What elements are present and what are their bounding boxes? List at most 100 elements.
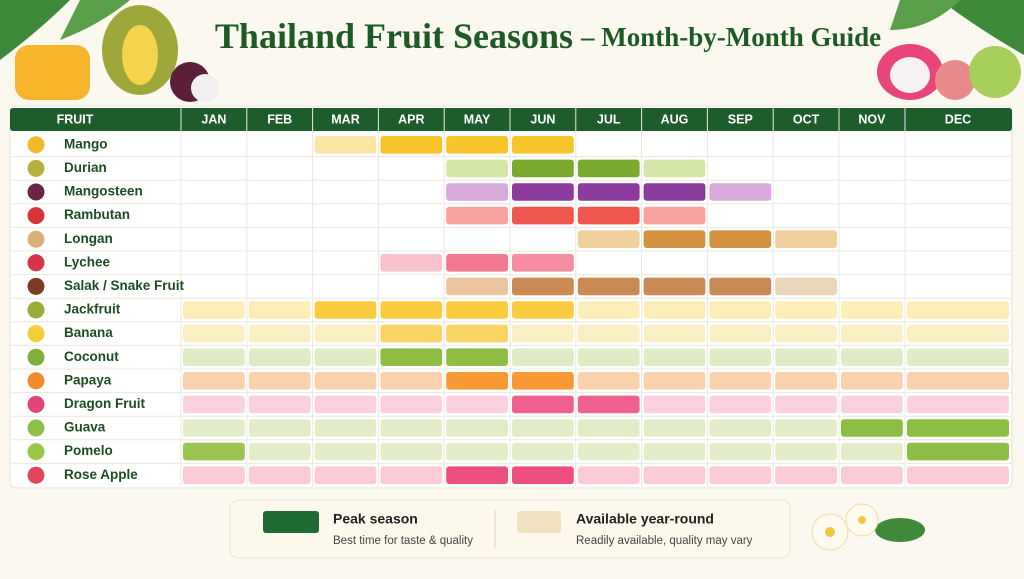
season-cell	[643, 159, 706, 178]
fruit-icon	[27, 325, 45, 343]
season-cell	[248, 419, 311, 437]
season-cell	[512, 372, 574, 390]
legend-label: Peak season	[333, 511, 418, 527]
season-cell	[841, 324, 903, 343]
season-cell	[775, 372, 837, 390]
season-cell	[446, 206, 508, 225]
season-cell	[577, 372, 640, 390]
season-cell	[446, 159, 508, 178]
season-cell	[512, 206, 574, 225]
header-month: SEP	[728, 112, 753, 126]
season-cell	[314, 301, 377, 319]
legend-label: Available year-round	[576, 511, 714, 527]
season-cell	[248, 372, 311, 390]
fruit-icon	[27, 230, 45, 248]
season-cell	[248, 301, 311, 319]
fruit-name: Coconut	[64, 349, 119, 364]
season-cell	[446, 183, 508, 201]
season-cell	[512, 159, 574, 178]
legend-box	[229, 499, 791, 559]
fruit-icon	[27, 443, 45, 461]
legend-note: Best time for taste & quality	[333, 535, 473, 547]
header-month: MAY	[464, 112, 491, 126]
season-cell	[183, 442, 245, 461]
header-month: JUL	[597, 112, 621, 126]
fruit-icon	[27, 207, 45, 225]
fruit-icon	[27, 136, 45, 154]
season-cell	[775, 230, 837, 248]
decoration-flowers	[811, 503, 925, 551]
season-cell	[643, 372, 706, 390]
season-cell	[907, 442, 1009, 461]
season-cell	[643, 395, 706, 414]
season-cell	[775, 442, 837, 461]
season-cell	[446, 372, 508, 390]
season-cell	[446, 466, 508, 484]
season-cell	[446, 254, 508, 272]
season-cell	[907, 372, 1009, 390]
legend-swatch	[263, 511, 319, 533]
season-cell	[643, 183, 706, 201]
title-suffix: – Month-by-Month Guide	[580, 22, 881, 52]
season-cell	[380, 301, 443, 319]
season-cell	[643, 442, 706, 461]
season-cell	[183, 324, 245, 343]
season-cell	[380, 324, 443, 343]
season-cell	[314, 348, 377, 366]
season-cell	[907, 301, 1009, 319]
season-cell	[907, 466, 1009, 484]
header-month: FEB	[267, 112, 292, 126]
header-row	[10, 108, 1012, 131]
header-fruit: FRUIT	[57, 112, 94, 126]
season-cell	[183, 395, 245, 414]
season-cell	[841, 301, 903, 319]
header-month: MAR	[331, 112, 359, 126]
season-cell	[577, 442, 640, 461]
season-cell	[183, 419, 245, 437]
fruit-icon	[27, 419, 45, 437]
fruit-icon	[27, 466, 45, 484]
season-cell	[643, 277, 706, 296]
season-cell	[775, 466, 837, 484]
season-cell	[380, 442, 443, 461]
season-cell	[577, 348, 640, 366]
legend-swatch	[517, 511, 561, 533]
season-cell	[577, 324, 640, 343]
season-cell	[643, 466, 706, 484]
season-cell	[775, 277, 837, 296]
season-cell	[380, 372, 443, 390]
season-cell	[907, 395, 1009, 414]
fruit-icon	[27, 159, 45, 177]
season-cell	[446, 277, 508, 296]
season-cell	[512, 395, 574, 414]
season-cell	[709, 183, 772, 201]
fruit-name: Mangosteen	[64, 184, 143, 199]
season-cell	[841, 348, 903, 366]
season-cell	[841, 442, 903, 461]
fruit-name: Longan	[64, 231, 113, 246]
table: FRUIT JAN FEB MAR APR MAY JUN JUL AUG SEP OCT NOV DE…	[10, 108, 1012, 486]
fruit-name: Dragon Fruit	[64, 396, 145, 411]
fruit-icon	[27, 254, 45, 272]
season-cell	[643, 301, 706, 319]
season-cell	[314, 442, 377, 461]
season-cell	[841, 419, 903, 437]
season-cell	[446, 136, 508, 154]
season-cell	[512, 183, 574, 201]
season-cell	[314, 136, 377, 154]
decoration-right	[877, 0, 1024, 100]
season-cell	[446, 395, 508, 414]
season-cell	[775, 419, 837, 437]
season-cell	[709, 442, 772, 461]
season-cell	[183, 372, 245, 390]
title-main: Thailand Fruit Seasons	[215, 16, 573, 56]
season-cell	[314, 324, 377, 343]
season-cell	[709, 419, 772, 437]
fruit-name: Jackfruit	[64, 302, 121, 317]
season-cell	[643, 348, 706, 366]
season-cell	[248, 395, 311, 414]
season-cell	[380, 254, 443, 272]
season-cell	[709, 372, 772, 390]
season-cell	[446, 324, 508, 343]
